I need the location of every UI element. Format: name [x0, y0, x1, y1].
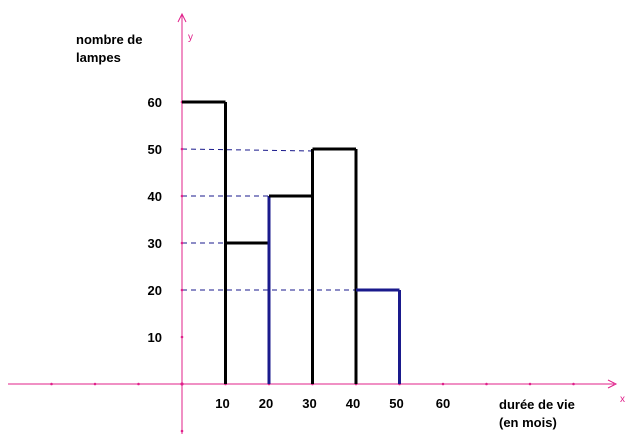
x-axis-tick	[441, 382, 445, 386]
x-tick-label: 60	[436, 396, 450, 411]
y-axis-label: lampes	[76, 50, 121, 65]
labels-layer: 10 20 30 40 50 60 10 20 30 40 50 60 nombre de lampes d…	[76, 32, 625, 430]
y-tick-label: 60	[148, 95, 162, 110]
x-tick-label: 10	[215, 396, 229, 411]
x-axis-tick	[93, 382, 97, 386]
x-axis-tick	[50, 382, 53, 386]
y-axis-label: nombre de	[76, 32, 142, 47]
y-tick-label: 20	[148, 283, 162, 298]
y-axis-tick	[180, 288, 184, 292]
x-axis-letter: x	[620, 394, 625, 405]
x-tick-label: 20	[259, 396, 273, 411]
x-axis-arrow	[607, 379, 618, 389]
y-tick-label: 50	[148, 142, 162, 157]
y-axis-tick	[180, 241, 184, 245]
y-axis-tick	[180, 429, 184, 433]
bars-layer	[182, 100, 401, 384]
x-tick-label: 30	[302, 396, 316, 411]
y-axis-tick	[180, 194, 184, 198]
y-tick-label: 30	[148, 236, 162, 251]
x-axis-tick	[485, 382, 488, 386]
y-axis-arrow	[177, 12, 187, 23]
guide-line	[181, 148, 313, 152]
guides-layer	[181, 148, 356, 291]
x-axis-tick	[137, 382, 140, 386]
y-axis-tick	[180, 147, 184, 151]
y-axis-letter: y	[188, 32, 193, 43]
x-tick-label: 40	[346, 396, 360, 411]
x-tick-label: 50	[389, 396, 403, 411]
x-axis-label: durée de vie	[499, 397, 575, 412]
x-axis-label: (en mois)	[499, 415, 557, 430]
x-axis-tick	[572, 382, 575, 386]
y-tick-label: 10	[148, 330, 162, 345]
y-axis-tick	[180, 335, 184, 339]
y-tick-label: 40	[148, 189, 162, 204]
x-axis-tick	[528, 382, 532, 386]
origin-point	[180, 382, 184, 386]
